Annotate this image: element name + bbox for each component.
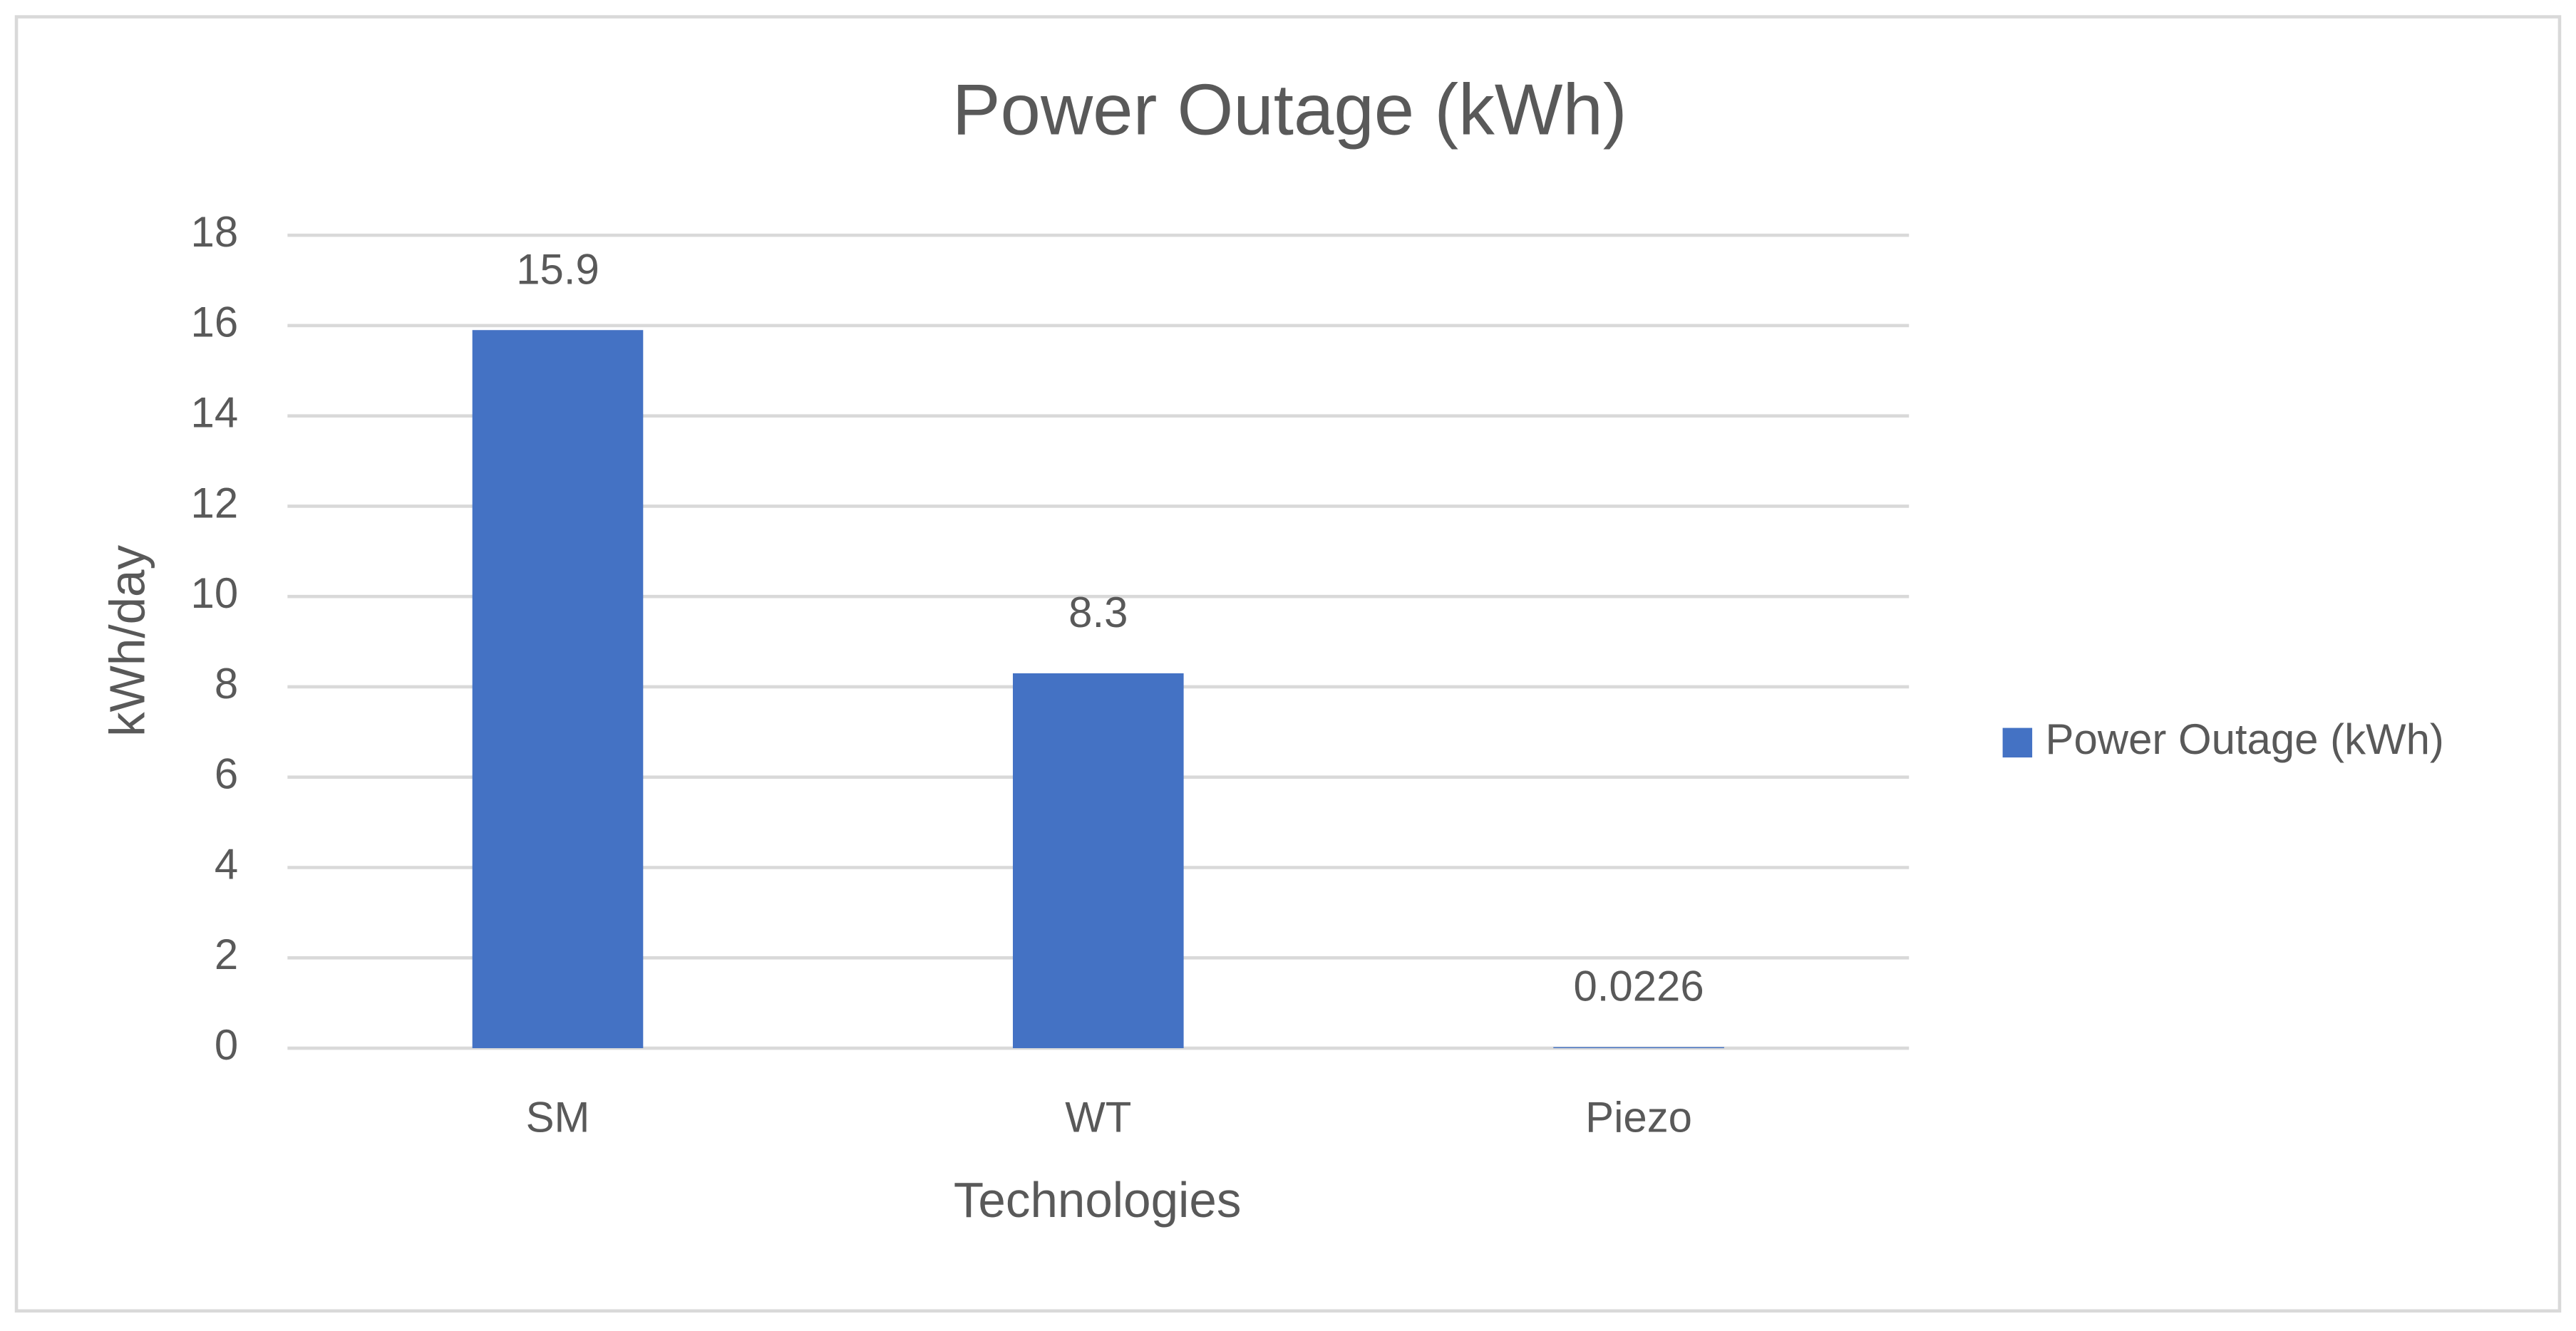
y-tick-label: 16	[191, 299, 239, 346]
y-tick-label: 0	[215, 1021, 238, 1069]
x-tick-label: Piezo	[1585, 1093, 1692, 1141]
y-tick-label: 12	[191, 479, 239, 527]
y-tick-label: 6	[215, 750, 238, 798]
data-label: 0.0226	[1573, 963, 1704, 1010]
legend-label: Power Outage (kWh)	[2046, 715, 2444, 763]
y-tick-label: 18	[191, 208, 239, 256]
y-tick-label: 14	[191, 388, 239, 436]
chart-title: Power Outage (kWh)	[952, 70, 1627, 150]
legend-swatch	[2002, 727, 2033, 758]
chart-border	[14, 15, 2562, 1313]
y-tick-label: 10	[191, 569, 239, 617]
bar	[472, 330, 644, 1049]
x-tick-label: SM	[526, 1093, 590, 1141]
y-tick-label: 4	[215, 840, 238, 888]
y-axis-label: kWh/day	[100, 545, 155, 737]
data-label: 15.9	[516, 245, 599, 293]
x-tick-label: WT	[1065, 1093, 1131, 1141]
data-label: 8.3	[1068, 589, 1128, 636]
y-tick-label: 8	[215, 660, 238, 708]
y-tick-label: 2	[215, 931, 238, 978]
x-axis-label: Technologies	[954, 1172, 1242, 1228]
bar	[1012, 673, 1184, 1049]
bar	[1553, 1047, 1724, 1049]
